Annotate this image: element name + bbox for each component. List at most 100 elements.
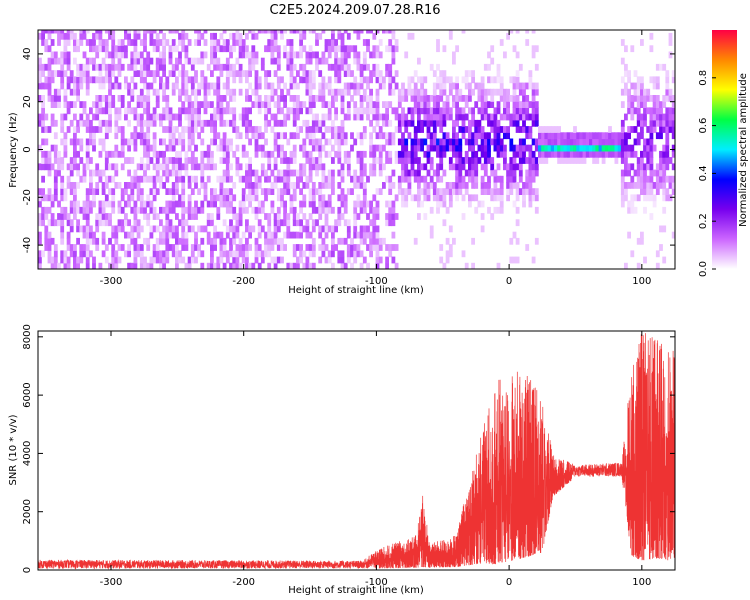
heatmap-cell [213,262,217,269]
heatmap-cell [101,57,106,65]
heatmap-cell [620,169,625,177]
heatmap-cell [334,126,338,133]
heatmap-cell [461,76,466,84]
heatmap-cell [311,82,316,90]
heatmap-cell [327,175,332,183]
heatmap-cell [216,113,221,121]
heatmap-cell [143,256,147,264]
heatmap-cell [296,231,300,239]
heatmap-cell [662,169,667,177]
heatmap-cell [334,51,338,59]
heatmap-cell [372,32,377,40]
heatmap-cell [63,113,68,121]
heatmap-cell [649,182,654,189]
heatmap-cell [50,39,55,46]
heatmap-cell [127,63,131,71]
heatmap-cell [178,175,182,183]
heatmap-cell [372,126,377,133]
heatmap-cell [385,30,389,34]
heatmap-cell [57,163,61,171]
heatmap-cell [493,182,498,189]
heatmap-cell [286,138,291,146]
heatmap-cell [178,169,182,177]
heatmap-cell [659,163,663,171]
heatmap-cell [369,200,373,208]
heatmap-cell [238,237,243,245]
heatmap-cell [640,157,644,164]
heatmap-cell [245,126,249,133]
heatmap-cell [200,150,205,158]
heatmap-cell [229,144,233,152]
colorbar-tick-label: 0.2 [698,213,709,229]
heatmap-cell [353,51,358,59]
heatmap-cell [471,144,475,152]
heatmap-cell [63,194,68,202]
heatmap-cell [525,39,530,46]
heatmap-cell [241,244,246,251]
heatmap-cell [375,250,380,258]
heatmap-cell [503,113,507,121]
heatmap-cell [512,88,517,96]
heatmap-cell [331,101,335,108]
heatmap-cell [264,244,268,251]
heatmap-cell [139,250,144,258]
heatmap-cell [139,39,144,46]
heatmap-cell [41,39,45,46]
heatmap-cell [181,144,186,152]
heatmap-cell [280,157,284,164]
heatmap-cell [455,82,459,90]
heatmap-cell [101,95,106,102]
heatmap-cell [439,113,444,121]
heatmap-cell [458,163,463,171]
snr-x-label: Height of straight line (km) [288,585,424,596]
heatmap-cell [133,107,138,115]
heatmap-cell [640,126,644,133]
heatmap-cell [299,200,303,208]
heatmap-cell [44,76,49,84]
heatmap-cell [38,76,42,84]
heatmap-cell [643,95,647,102]
heatmap-cell [659,175,663,183]
y-tick-label: -20 [22,189,33,205]
heatmap-cell [101,250,106,258]
heatmap-cell [175,150,179,158]
heatmap-cell [254,175,259,183]
heatmap-cell [439,200,444,208]
heatmap-cell [206,88,211,96]
heatmap-cell [471,76,475,84]
heatmap-cell [203,51,208,59]
heatmap-cell [388,219,393,227]
heatmap-cell [69,119,74,127]
heatmap-cell [267,101,272,108]
heatmap-cell [324,244,329,251]
heatmap-cell [496,163,501,171]
heatmap-cell [439,138,444,146]
heatmap-cell [442,70,447,77]
heatmap-cell [464,182,469,189]
heatmap-cell [334,138,338,146]
heatmap-cell [321,113,326,121]
heatmap-cell [53,57,58,65]
heatmap-cell [152,132,157,140]
heatmap-cell [404,175,409,183]
heatmap-cell [659,157,663,164]
heatmap-cell [391,256,396,264]
heatmap-cell [385,45,389,53]
heatmap-cell [604,150,609,158]
heatmap-cell [213,57,217,65]
heatmap-cell [388,63,393,71]
heatmap-cell [101,188,106,195]
heatmap-cell [471,157,475,164]
heatmap-cell [362,194,367,202]
heatmap-cell [646,182,651,189]
heatmap-cell [117,57,122,65]
heatmap-cell [194,256,198,264]
heatmap-cell [76,95,80,102]
heatmap-cell [111,188,116,195]
heatmap-cell [92,132,96,140]
heatmap-cell [464,188,469,195]
heatmap-cell [382,82,386,90]
heatmap-cell [168,244,173,251]
heatmap-cell [133,225,138,233]
heatmap-cell [152,163,157,171]
